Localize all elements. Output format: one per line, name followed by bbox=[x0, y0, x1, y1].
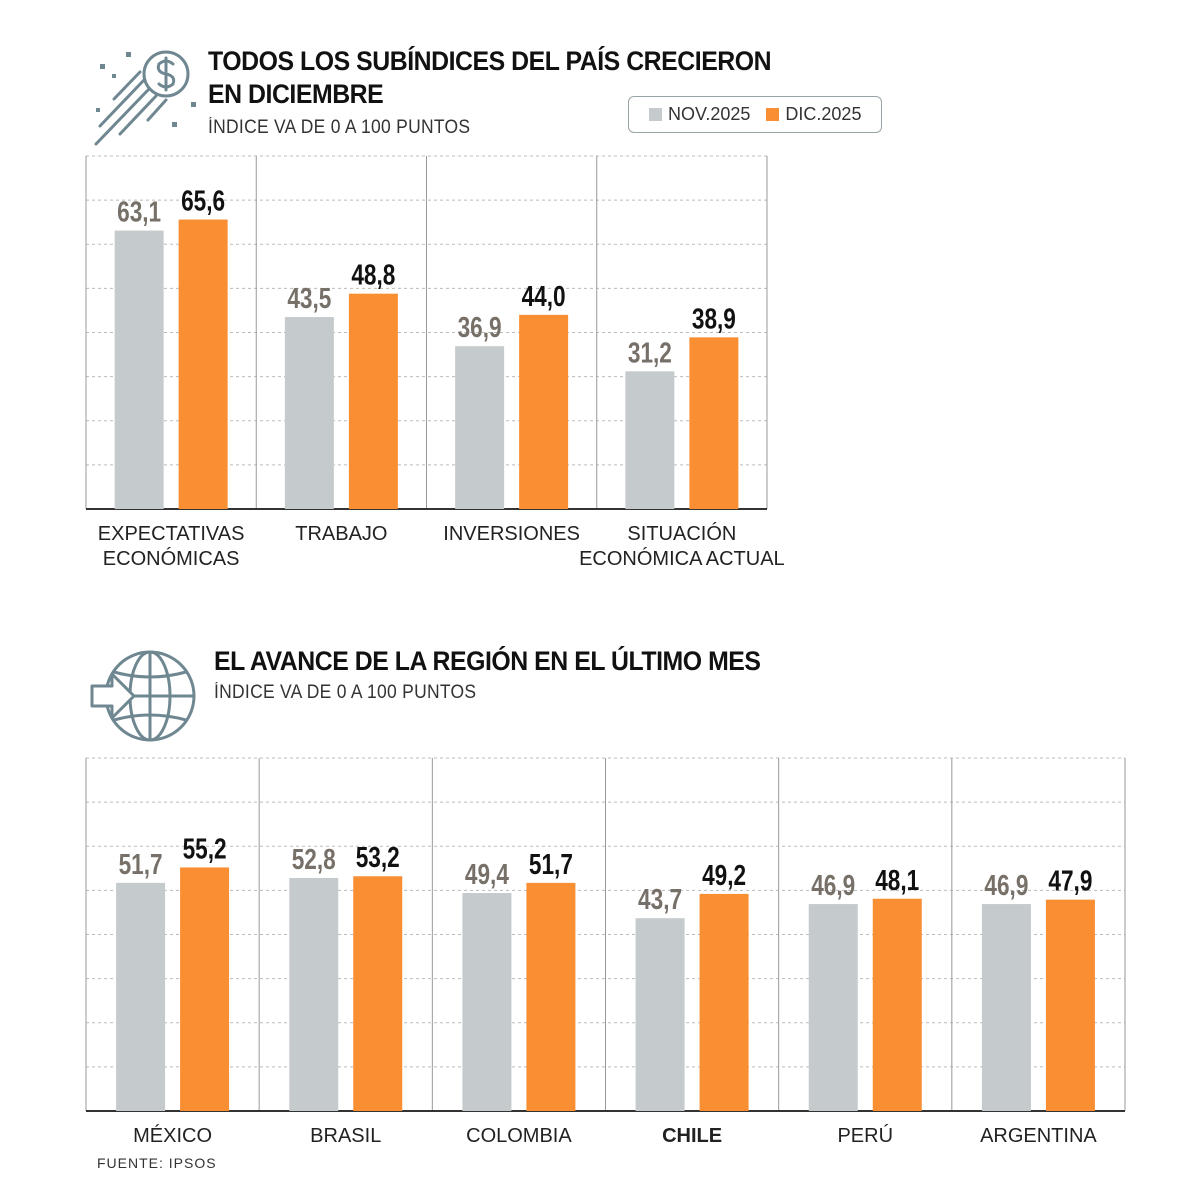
legend: NOV.2025 DIC.2025 bbox=[628, 96, 882, 133]
data-label-nov: 36,9 bbox=[458, 310, 502, 343]
category-label: SITUACIÓN bbox=[627, 522, 736, 545]
category-label: PERÚ bbox=[837, 1124, 893, 1147]
data-label-dic: 48,8 bbox=[351, 258, 395, 291]
bar-dic bbox=[519, 314, 569, 509]
chart1-title: TODOS LOS SUBÍNDICES DEL PAÍS CRECIERON … bbox=[208, 46, 772, 109]
legend-label-dic: DIC.2025 bbox=[785, 104, 862, 124]
data-label-dic: 65,6 bbox=[181, 184, 225, 217]
legend-item-nov: NOV.2025 bbox=[649, 104, 750, 125]
data-label-dic: 53,2 bbox=[356, 840, 400, 873]
bar-nov bbox=[116, 882, 166, 1111]
data-label-dic: 47,9 bbox=[1048, 864, 1092, 897]
chart2-title: EL AVANCE DE LA REGIÓN EN EL ÚLTIMO MES bbox=[214, 646, 761, 676]
data-label-dic: 38,9 bbox=[692, 302, 736, 335]
bar-nov bbox=[635, 918, 685, 1111]
data-label-nov: 46,9 bbox=[811, 868, 855, 901]
legend-swatch-dic bbox=[766, 108, 780, 121]
bar-nov bbox=[289, 878, 339, 1111]
data-label-nov: 43,7 bbox=[638, 882, 682, 915]
legend-item-dic: DIC.2025 bbox=[766, 104, 861, 125]
bar-dic bbox=[689, 337, 739, 509]
data-label-nov: 51,7 bbox=[119, 847, 163, 880]
data-label-dic: 55,2 bbox=[183, 832, 227, 865]
category-label: EXPECTATIVAS bbox=[98, 523, 245, 545]
data-label-nov: 63,1 bbox=[117, 195, 161, 228]
bar-dic bbox=[526, 882, 576, 1111]
globe-arrow-icon bbox=[90, 650, 196, 742]
bar-nov bbox=[455, 346, 505, 509]
data-label-dic: 49,2 bbox=[702, 858, 746, 891]
category-label: COLOMBIA bbox=[466, 1125, 572, 1147]
chart1-subtitle: ÍNDICE VA DE 0 A 100 PUNTOS bbox=[208, 117, 471, 138]
category-label: ECONÓMICA ACTUAL bbox=[579, 547, 785, 570]
data-label-nov: 31,2 bbox=[628, 336, 672, 369]
data-label-nov: 46,9 bbox=[984, 868, 1028, 901]
bar-nov bbox=[114, 230, 164, 510]
bar-nov bbox=[284, 317, 334, 509]
bar-nov bbox=[462, 893, 512, 1111]
category-label: BRASIL bbox=[310, 1125, 381, 1147]
data-label-dic: 48,1 bbox=[875, 863, 919, 896]
data-label-nov: 52,8 bbox=[292, 842, 336, 875]
data-label-nov: 43,5 bbox=[287, 281, 331, 314]
bar-dic bbox=[348, 293, 398, 509]
chart2-subtitle: ÍNDICE VA DE 0 A 100 PUNTOS bbox=[214, 682, 477, 703]
legend-label-nov: NOV.2025 bbox=[668, 104, 751, 124]
dollar-coin-icon bbox=[94, 50, 196, 146]
category-label: ARGENTINA bbox=[980, 1125, 1097, 1147]
legend-swatch-nov bbox=[649, 108, 662, 121]
data-label-dic: 51,7 bbox=[529, 847, 573, 880]
bar-dic bbox=[872, 898, 922, 1111]
bar-dic bbox=[353, 876, 403, 1111]
bar-nov bbox=[808, 904, 858, 1111]
category-label: MÉXICO bbox=[133, 1124, 212, 1147]
category-label: CHILE bbox=[662, 1125, 722, 1147]
category-label: INVERSIONES bbox=[443, 523, 580, 545]
source-note: FUENTE: IPSOS bbox=[97, 1155, 217, 1171]
data-label-nov: 49,4 bbox=[465, 857, 509, 890]
bar-dic bbox=[178, 219, 228, 510]
chart2-plot: 51,7 55,2 MÉXICO 52,8 53,2 BRASIL 49,4 51,7 COLO… bbox=[85, 757, 1126, 1147]
bar-dic bbox=[699, 893, 749, 1111]
bar-dic bbox=[180, 867, 230, 1111]
bar-nov bbox=[625, 371, 675, 509]
data-label-dic: 44,0 bbox=[522, 279, 566, 312]
category-label: ECONÓMICAS bbox=[103, 547, 240, 570]
bar-nov bbox=[981, 904, 1031, 1111]
category-label: TRABAJO bbox=[295, 523, 387, 545]
bar-dic bbox=[1045, 899, 1095, 1111]
